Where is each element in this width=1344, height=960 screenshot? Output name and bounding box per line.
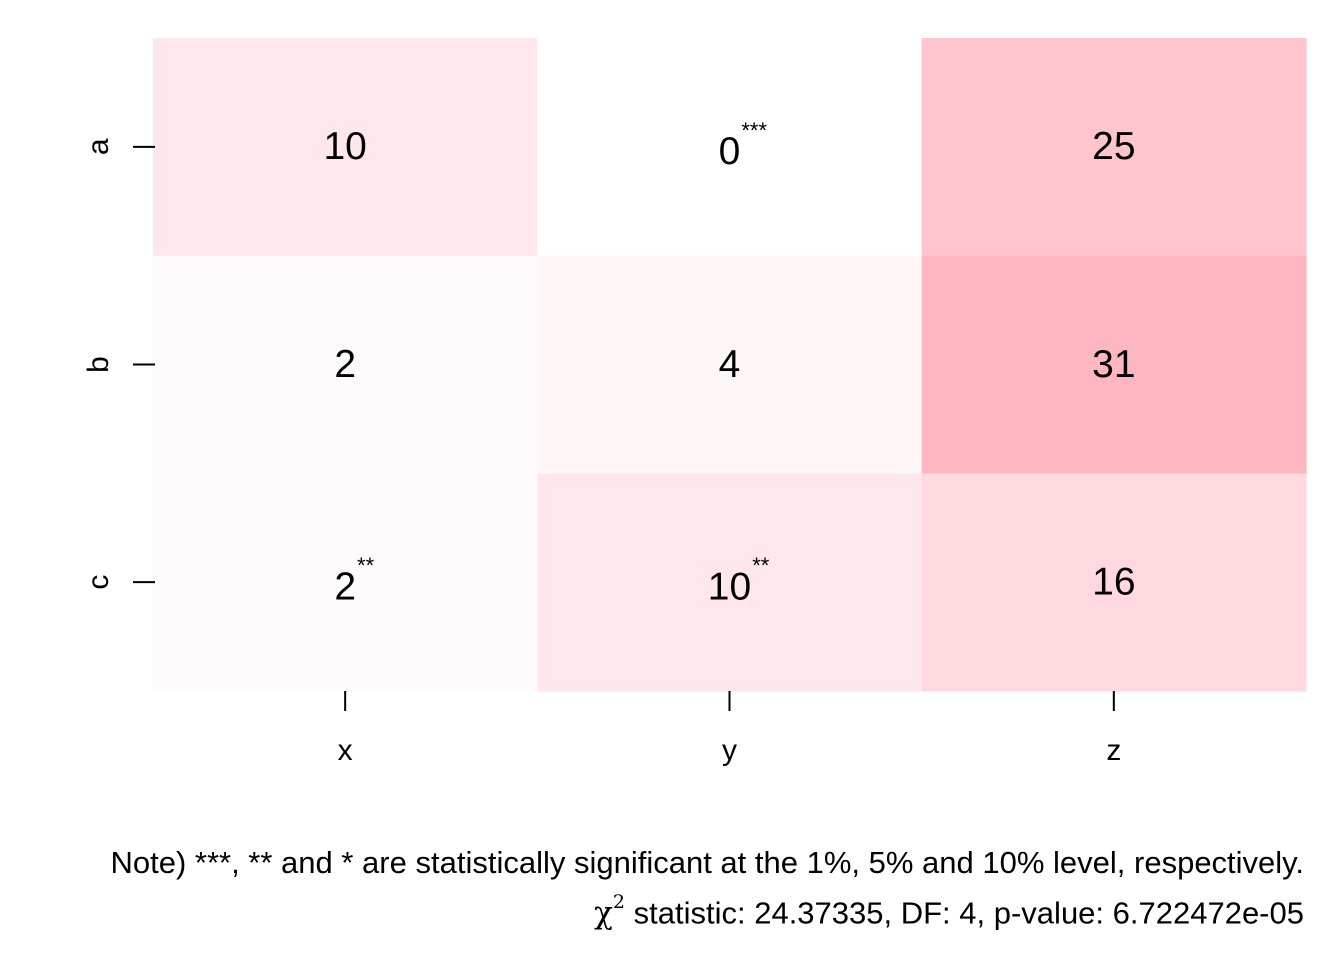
x-tick-label: z (1106, 734, 1121, 767)
heatmap-cell (537, 255, 923, 474)
heatmap-cell (921, 38, 1307, 257)
cell-value-label: 0 (719, 130, 741, 173)
significance-note: Note) ***, ** and * are statistically si… (110, 845, 1304, 880)
significance-stars: ** (357, 553, 375, 578)
heatmap-cell (153, 38, 538, 257)
chi-square-statistic: χ2 statistic: 24.37335, DF: 4, p-value: … (594, 891, 1304, 932)
heatmap-cell (537, 38, 923, 257)
cell-value-label: 10 (323, 125, 366, 168)
cell-value-label: 2 (334, 565, 356, 608)
cell-value-label: 25 (1092, 125, 1135, 168)
y-tick-label: c (82, 575, 115, 590)
x-axis: x y z (338, 691, 1121, 767)
heatmap-cell (537, 473, 923, 692)
cell-value-label: 10 (708, 565, 751, 608)
heatmap-cell (153, 255, 538, 474)
cell-value-label: 31 (1092, 343, 1135, 386)
x-tick-label: y (722, 734, 737, 767)
significance-stars: *** (741, 118, 767, 143)
cell-value-label: 16 (1092, 560, 1135, 603)
heatmap-cell (153, 473, 538, 692)
chi-symbol: χ2 (594, 891, 626, 932)
heatmap-cell (921, 255, 1307, 474)
chi-exponent: 2 (612, 891, 626, 913)
y-tick-label: b (82, 356, 115, 373)
y-axis: a b c (82, 138, 155, 590)
cell-value-label: 2 (334, 343, 356, 386)
significance-stars: ** (752, 553, 770, 578)
cell-value-label: 4 (719, 343, 741, 386)
heatmap-cell (921, 473, 1307, 692)
y-tick-label: a (82, 138, 115, 155)
x-tick-label: x (338, 734, 353, 767)
heatmap-cells: 10 0 *** 252 4 312 ** 10 ** 16 (153, 38, 1307, 692)
statistic-text: statistic: 24.37335, DF: 4, p-value: 6.7… (625, 895, 1304, 931)
